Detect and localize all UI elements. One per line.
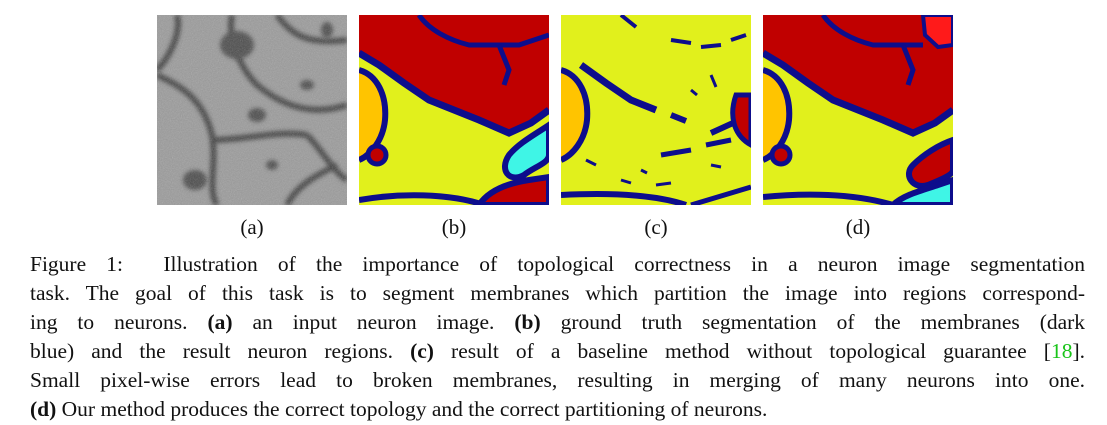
caption-bold-label: (b) — [514, 310, 541, 334]
panel-label-a: (a) — [240, 215, 264, 239]
panel-label-c: (c) — [644, 215, 668, 239]
figure-caption: Figure 1: Illustration of the importance… — [30, 250, 1085, 424]
caption-line-3: ing to neurons. (a) an input neuron imag… — [30, 308, 1085, 337]
caption-text: Illustration of the importance of topolo… — [163, 252, 1085, 276]
caption-text: blue) and the result neuron regions. — [30, 339, 394, 363]
caption-bold-label: (a) — [207, 310, 233, 334]
caption-text: ing to neurons. — [30, 310, 188, 334]
input-neuron-image — [157, 15, 347, 205]
caption-line-4: blue) and the result neuron regions. (c)… — [30, 337, 1085, 366]
figure-number: Figure 1: — [30, 252, 124, 276]
caption-line-1: Figure 1: Illustration of the importance… — [30, 250, 1085, 279]
ground-truth-segmentation — [359, 15, 549, 205]
caption-text: ]. — [1072, 339, 1085, 363]
caption-text: result of a baseline method without topo… — [451, 339, 1051, 363]
caption-line-2: task. The goal of this task is to segmen… — [30, 281, 1085, 305]
panel-label-d: (d) — [845, 215, 871, 239]
caption-line-5: Small pixel-wise errors lead to broken m… — [30, 368, 1085, 392]
caption-text: an input neuron image. — [252, 310, 495, 334]
caption-line-6: (d) Our method produces the correct topo… — [30, 395, 1085, 424]
caption-text: Our method produces the correct topology… — [61, 397, 768, 421]
caption-text: ground truth segmentation of the membran… — [560, 310, 1086, 334]
caption-bold-label: (c) — [410, 339, 434, 363]
caption-bold-label: (d) — [30, 397, 57, 421]
baseline-result — [561, 15, 751, 205]
reference-link[interactable]: 18 — [1050, 339, 1073, 363]
panel-label-b: (b) — [441, 215, 467, 239]
our-method-result — [763, 15, 953, 205]
